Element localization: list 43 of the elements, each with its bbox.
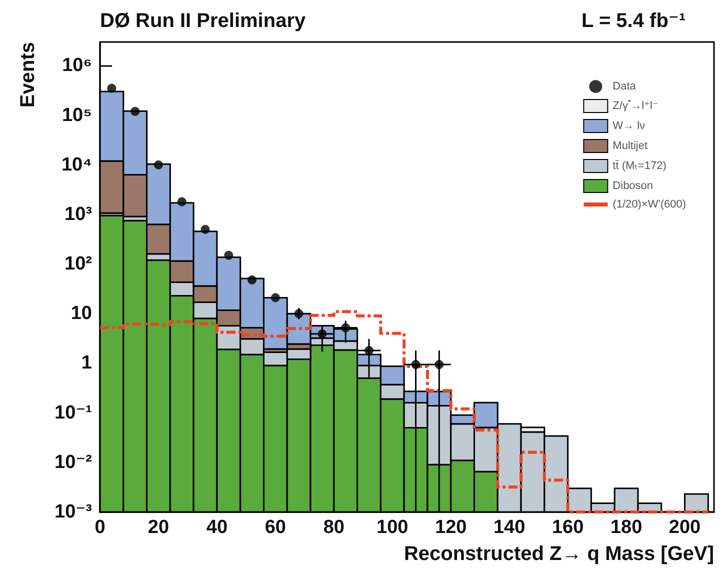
y-tick-label: 10⁵ <box>62 104 92 126</box>
x-tick-label: 40 <box>206 517 228 538</box>
x-tick-label: 180 <box>610 517 642 538</box>
point <box>434 360 444 370</box>
point <box>154 160 163 170</box>
point <box>411 360 420 370</box>
x-tick-label: 20 <box>148 517 170 538</box>
y-axis-title: Events <box>17 42 39 108</box>
point <box>341 323 350 332</box>
legend-label: W→ lν <box>612 120 646 132</box>
x-tick-label: 160 <box>552 517 584 538</box>
point <box>248 275 257 284</box>
y-tick-label: 10² <box>64 254 92 275</box>
point <box>294 309 304 318</box>
point <box>200 224 210 234</box>
y-tick-label: 10⁴ <box>61 154 92 176</box>
x-tick-label: 120 <box>435 517 467 538</box>
point <box>130 106 140 116</box>
chart-title: DØ Run II Preliminary <box>100 10 306 32</box>
x-tick-label: 80 <box>323 517 344 538</box>
x-axis-title: Reconstructed Z→ q Mass [GeV] <box>404 543 714 565</box>
y-tick-label: 10 <box>70 303 92 324</box>
x-tick-label: 200 <box>668 517 701 538</box>
legend-label: Diboson <box>612 180 654 192</box>
y-tick-label: 10⁻³ <box>54 502 92 522</box>
y-tick-label: 10⁶ <box>62 55 92 76</box>
legend-label: Multijet <box>612 140 648 152</box>
point <box>224 250 234 260</box>
y-tick-label: 10³ <box>64 204 92 225</box>
x-tick-label: 60 <box>264 517 286 538</box>
x-tick-label: 100 <box>376 517 408 538</box>
y-tick-label: 1 <box>81 352 92 374</box>
point <box>177 197 186 206</box>
y-tick-label: 10⁻² <box>54 452 92 473</box>
point <box>107 84 116 93</box>
legend-label: Data <box>612 80 637 92</box>
legend-label: tt̄ (Mₜ=172) <box>612 160 666 172</box>
legend-label: (1/20)×W'(600) <box>612 198 686 210</box>
y-tick-label: 10⁻¹ <box>54 402 92 424</box>
point <box>270 293 280 302</box>
x-tick-label: 0 <box>94 517 106 538</box>
chart-subtitle: L = 5.4 fb⁻¹ <box>582 10 686 32</box>
x-tick-label: 140 <box>493 517 526 538</box>
